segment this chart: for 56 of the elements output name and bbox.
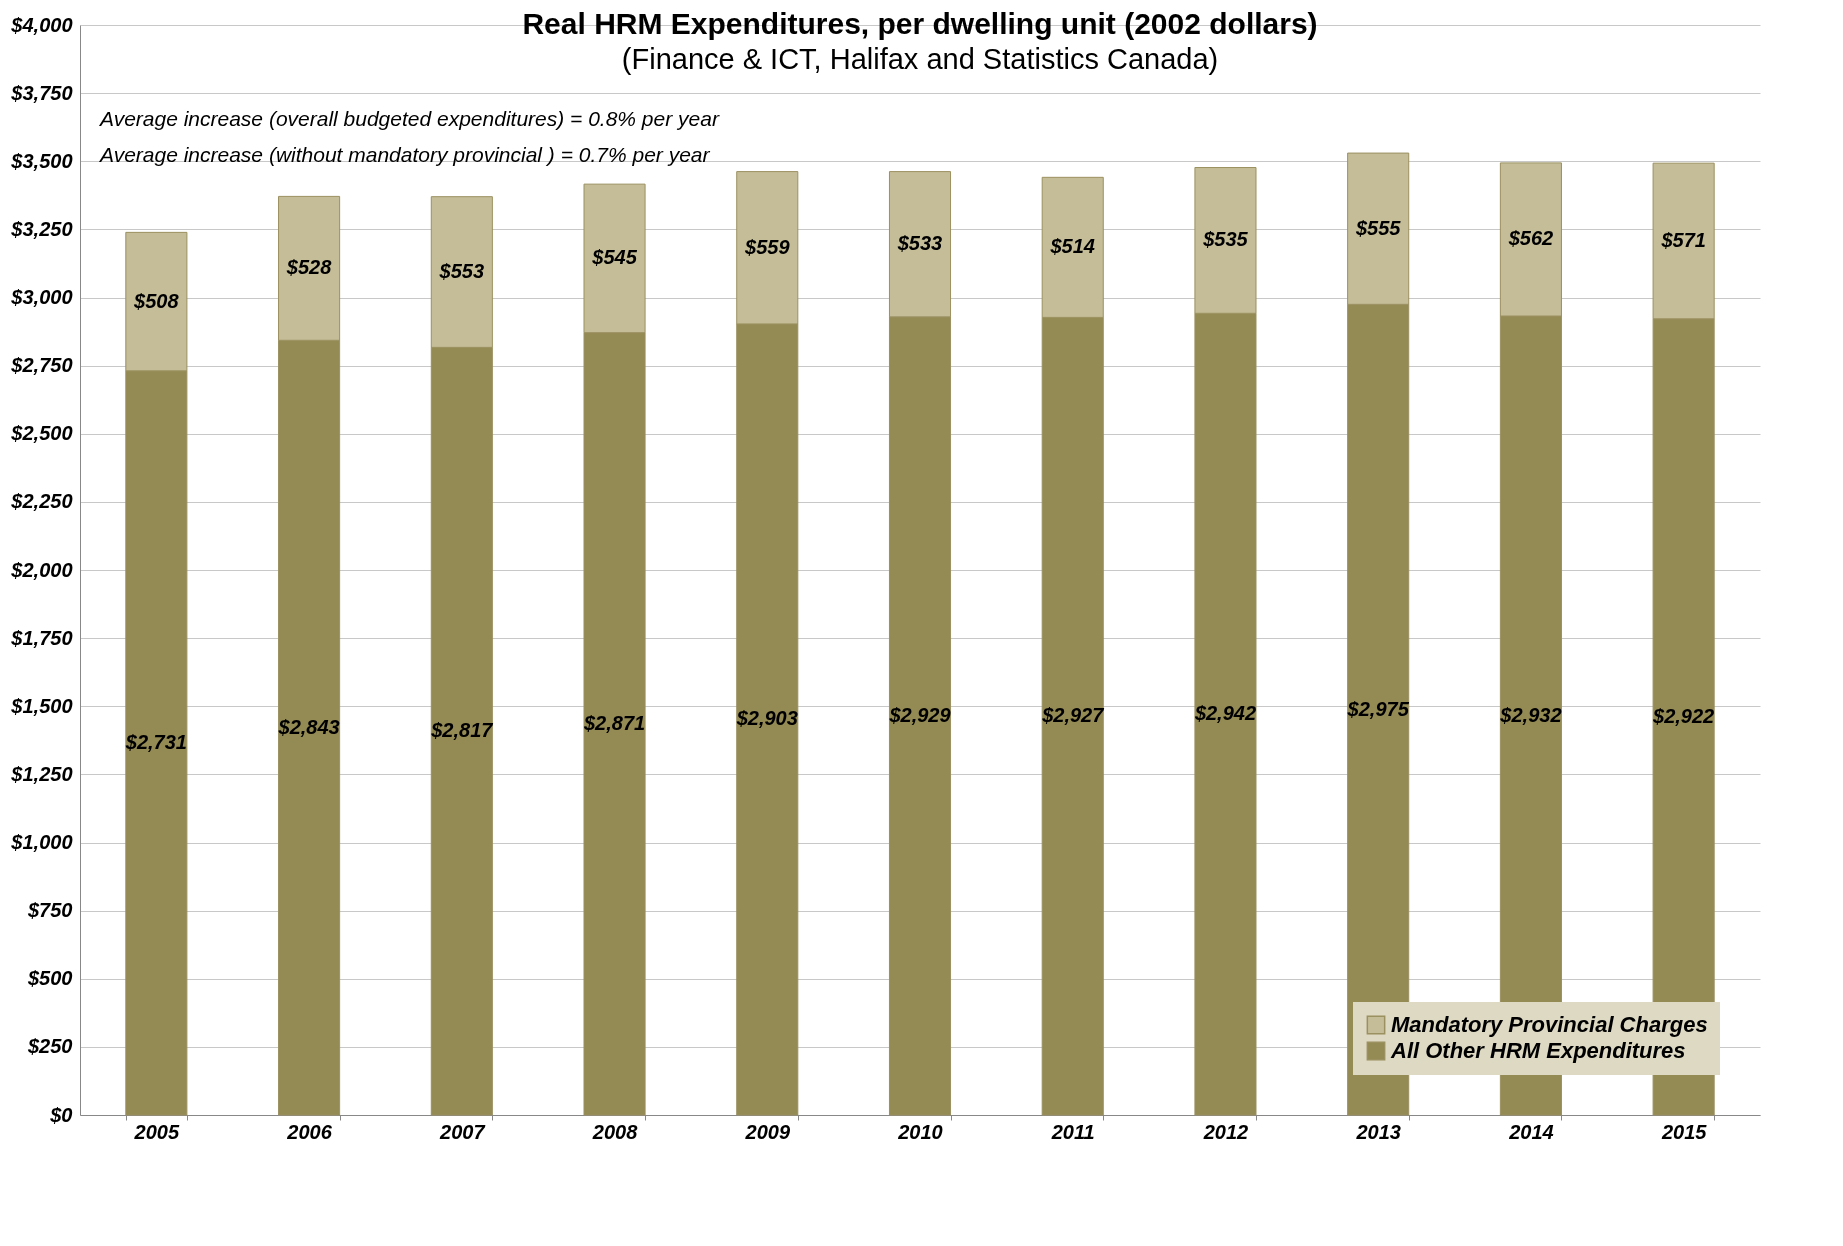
y-tick-label: $1,500 [10,694,73,717]
x-tick-label: 2011 [1050,1120,1095,1143]
x-tick-label: 2012 [1202,1120,1249,1143]
legend-label: Mandatory Provincial Charges [1391,1012,1708,1037]
data-label: $2,903 [735,707,798,730]
y-tick-label: $3,000 [10,286,73,308]
y-tick-label: $500 [27,967,73,990]
y-tick-label: $3,750 [10,81,73,104]
chart-title: Real HRM Expenditures, per dwelling unit (2002 dollars) [522,7,1318,40]
data-label: $2,975 [1346,697,1410,720]
data-label: $2,871 [582,711,646,734]
y-tick-label: $1,750 [10,626,73,649]
x-tick-label: 2015 [1660,1120,1708,1143]
data-label: $2,817 [430,719,494,742]
data-label: $508 [133,289,180,312]
data-label: $2,932 [1499,703,1562,726]
y-tick-label: $2,000 [10,558,73,581]
y-tick-label: $1,000 [10,831,73,853]
x-tick-label: 2009 [744,1120,791,1143]
x-tick-label: 2007 [439,1120,486,1143]
data-label: $559 [744,235,791,258]
x-tick-label: 2005 [133,1120,180,1143]
text: (Finance & ICT, Halifax and Statistics Canada) [621,43,1219,75]
data-label: $555 [1354,216,1402,239]
y-tick-label: $2,500 [10,422,73,445]
y-tick-label: $750 [27,899,73,922]
y-tick-label: $2,750 [10,354,73,377]
y-tick-label: $250 [27,1035,73,1058]
data-label: $2,927 [1041,704,1105,727]
data-label: $562 [1507,227,1554,250]
data-label: $2,922 [1652,704,1715,727]
data-label: $2,731 [124,730,187,753]
data-label: $2,843 [277,715,340,738]
data-label: $553 [438,260,485,283]
annotation: Average increase (overall budgeted expenditures) = 0.8% per year [98,107,720,130]
data-label: $514 [1049,235,1095,258]
data-label: $571 [1660,228,1706,251]
annotation: Average increase (without mandatory provincial ) = 0.7% per year [98,143,711,166]
data-label: $545 [591,246,638,269]
data-label: $2,929 [888,703,952,726]
x-tick-label: 2006 [286,1120,333,1143]
legend-label: All Other HRM Expenditures [1390,1038,1686,1063]
y-tick-label: $0 [49,1103,73,1126]
y-tick-label: $3,250 [10,217,73,240]
x-tick-label: 2014 [1508,1120,1554,1143]
x-tick-label: 2010 [897,1120,943,1143]
y-tick-label: $4,000 [10,13,73,36]
data-label: $535 [1202,228,1249,251]
x-tick-label: 2008 [591,1120,639,1143]
data-label: $2,942 [1193,702,1257,725]
y-tick-label: $3,500 [10,149,73,172]
y-tick-label: $1,250 [10,762,73,785]
x-tick-label: 2013 [1355,1120,1401,1143]
data-label: $528 [285,256,333,279]
data-label: $533 [896,232,943,255]
y-tick-label: $2,250 [10,490,73,513]
